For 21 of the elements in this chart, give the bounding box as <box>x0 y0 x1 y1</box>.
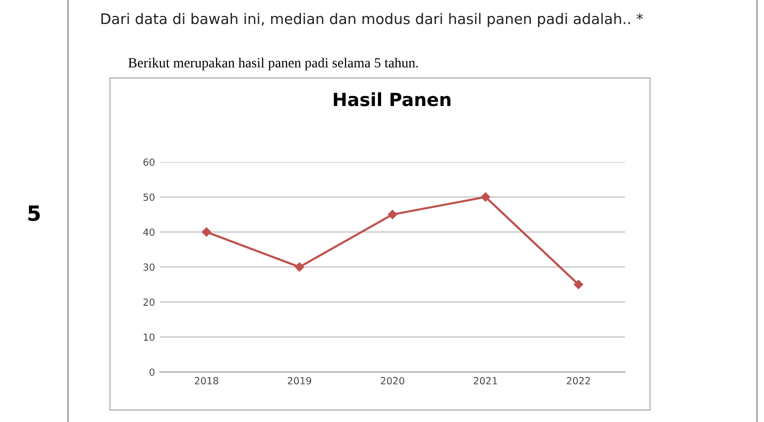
chart-subtitle: Berikut merupakan hasil panen padi selama 5 tahun. <box>128 58 418 70</box>
point <box>202 227 212 237</box>
y-tick-label: 20 <box>143 298 154 306</box>
point <box>574 280 584 290</box>
y-tick-label: 30 <box>144 263 154 271</box>
point <box>480 192 490 202</box>
x-tick-label: 2020 <box>380 377 404 384</box>
text: Dari data di bawah ini, median dan modus dari hasil panen padi adalah.. * <box>101 12 644 28</box>
y-tick-label: 10 <box>144 333 154 341</box>
x-tick-label: 2019 <box>288 377 312 384</box>
x-tick-label: 2021 <box>474 377 497 384</box>
point <box>294 262 304 272</box>
y-tick-label: 0 <box>150 368 154 376</box>
y-tick-label: 40 <box>143 228 154 236</box>
x-tick-label: 2018 <box>194 377 218 384</box>
x-tick-label: 2022 <box>566 377 590 384</box>
chart-title: Hasil Panen <box>334 92 450 106</box>
text: 5 <box>28 206 40 222</box>
point <box>388 210 398 220</box>
y-tick-label: 50 <box>144 193 154 201</box>
y-tick-label: 60 <box>143 158 154 166</box>
